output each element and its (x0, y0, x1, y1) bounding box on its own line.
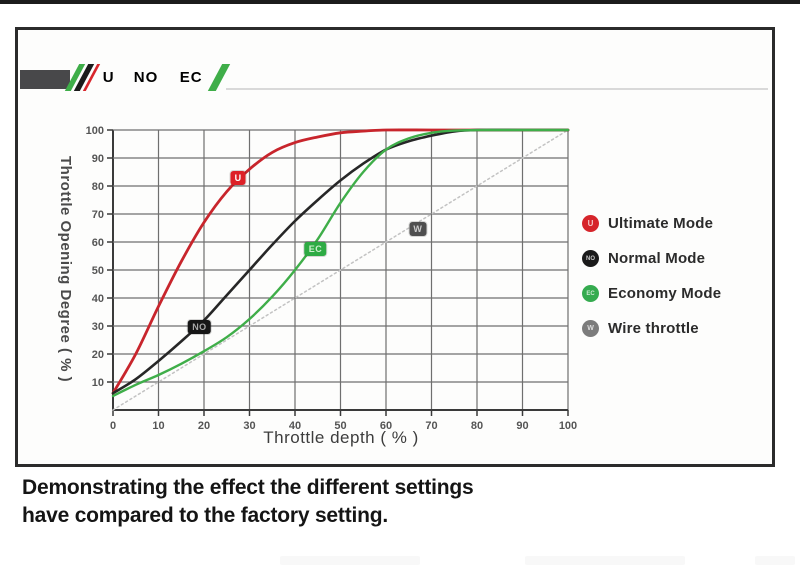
legend-label: Economy Mode (608, 285, 722, 302)
legend-dot-icon: NO (582, 250, 599, 267)
legend-row-economy-mode: EC Economy Mode (582, 276, 721, 311)
y-axis-label: Throttle Opening Degree ( % ) (57, 155, 74, 383)
caption-line-2: have compared to the factory setting. (22, 504, 389, 527)
legend-dot-icon: U (582, 215, 599, 232)
cropped-content-artifact (755, 556, 795, 565)
logo-ribbon-bar (20, 70, 70, 89)
legend-row-normal-mode: NO Normal Mode (582, 241, 721, 276)
chart-legend: U Ultimate Mode NO Normal Mode EC Economy Mod… (582, 206, 721, 346)
curve-badge-w: W (409, 222, 427, 237)
logo-badge-ultimate-label: U (102, 68, 115, 86)
legend-row-wire-throttle: W Wire throttle (582, 311, 721, 346)
curve-badge-no: NO (188, 320, 211, 335)
caption: Demonstrating the effect the different s… (22, 474, 474, 530)
cropped-content-artifact (525, 556, 685, 565)
caption-line-1: Demonstrating the effect the different s… (22, 476, 474, 499)
logo-ribbon-hairline (226, 88, 768, 90)
logo-badge-normal-label: NO (133, 68, 159, 86)
curve-badge-u: U (230, 170, 246, 185)
cropped-content-artifact (280, 556, 420, 565)
curve-badge-ec: EC (304, 242, 327, 256)
legend-dot-icon: W (582, 320, 599, 337)
legend-label: Wire throttle (608, 320, 699, 337)
legend-label: Ultimate Mode (608, 215, 714, 232)
legend-dot-icon: EC (582, 285, 599, 302)
top-border-bar (0, 0, 800, 4)
legend-row-ultimate-mode: U Ultimate Mode (582, 206, 721, 241)
legend-label: Normal Mode (608, 250, 706, 267)
x-axis-label: Throttle depth ( % ) (263, 428, 419, 447)
logo-badge-economy-label: EC (179, 68, 203, 86)
